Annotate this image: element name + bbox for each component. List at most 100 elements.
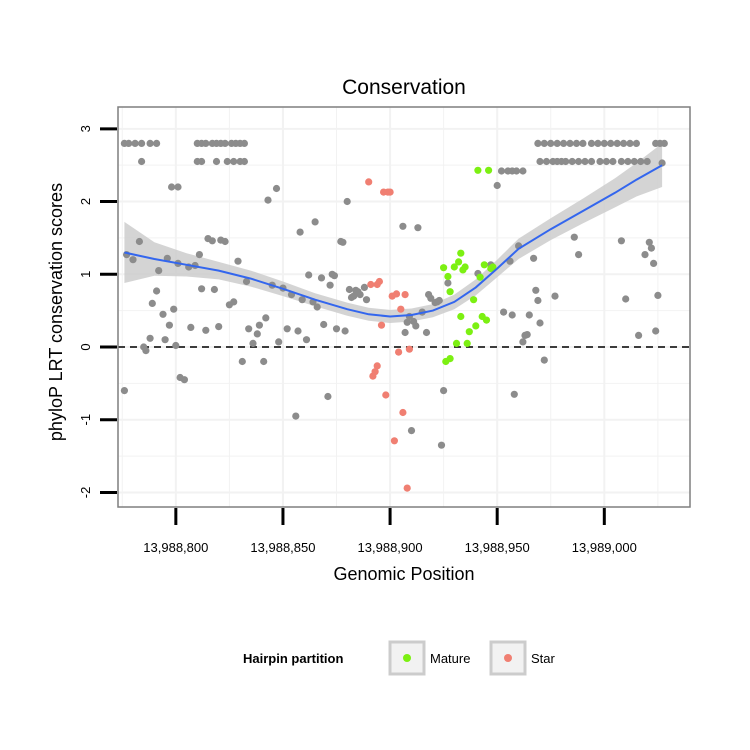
mature-point <box>444 272 452 281</box>
conservation-point <box>534 139 542 147</box>
conservation-point <box>540 356 548 364</box>
conservation-point <box>422 328 431 337</box>
conservation-point <box>587 157 596 166</box>
conservation-point <box>575 157 583 166</box>
star-point <box>365 178 373 186</box>
conservation-point <box>260 357 268 366</box>
conservation-point <box>650 259 658 267</box>
conservation-point <box>647 244 656 252</box>
conservation-point <box>296 228 304 236</box>
star-point <box>367 280 375 289</box>
conservation-point <box>437 441 446 449</box>
conservation-point <box>198 285 206 293</box>
conservation-point <box>579 139 587 147</box>
conservation-point <box>202 326 210 334</box>
conservation-point <box>600 139 608 147</box>
conservation-point <box>607 139 615 147</box>
conservation-point <box>155 267 163 275</box>
legend-dot-star <box>504 654 512 662</box>
conservation-point <box>444 279 452 287</box>
conservation-point <box>536 319 544 327</box>
conservation-point <box>547 139 555 147</box>
conservation-point <box>652 327 660 335</box>
conservation-point <box>575 251 583 259</box>
star-point <box>399 408 407 417</box>
conservation-point <box>594 139 602 147</box>
conservation-point <box>230 157 238 166</box>
confidence-band-layer <box>124 143 663 323</box>
conservation-point <box>253 330 261 338</box>
conservation-point <box>654 291 662 299</box>
conservation-point <box>120 387 128 395</box>
conservation-point <box>262 314 270 322</box>
conservation-point <box>345 285 353 294</box>
conservation-point <box>596 157 604 166</box>
conservation-point <box>161 336 169 344</box>
mature-point <box>470 296 478 304</box>
y-tick-label: 1 <box>78 271 93 278</box>
conservation-point <box>172 341 180 350</box>
star-point <box>397 305 405 313</box>
y-tick-label: 3 <box>78 125 93 132</box>
mature-point <box>461 263 469 271</box>
y-tick-label: 2 <box>78 198 93 205</box>
conservation-point <box>138 139 146 147</box>
conservation-point <box>283 325 291 333</box>
star-point <box>373 362 381 370</box>
mature-point <box>457 249 465 257</box>
mature-point <box>480 261 488 269</box>
plot-panel-border <box>117 106 691 508</box>
conservation-point <box>435 296 443 305</box>
x-axis: 13,988,800 13,988,850 13,988,900 13,988,950… <box>143 508 637 555</box>
conservation-point <box>215 323 223 331</box>
legend: Hairpin partition Mature Star <box>243 640 556 676</box>
conservation-point <box>626 139 634 147</box>
conservation-point <box>159 310 167 318</box>
x-tick-label: 13,988,900 <box>358 540 423 555</box>
conservation-point <box>613 139 621 147</box>
mature-point <box>457 312 465 321</box>
star-point <box>395 348 403 356</box>
conservation-point <box>530 254 538 262</box>
conservation-point <box>326 281 334 289</box>
conservation-point <box>536 157 544 166</box>
conservation-point <box>401 328 409 337</box>
conservation-point <box>125 139 133 147</box>
conservation-point <box>572 139 581 147</box>
star-point <box>392 290 401 298</box>
conservation-point <box>129 256 137 264</box>
legend-title: Hairpin partition <box>243 651 343 666</box>
conservation-point <box>540 139 548 147</box>
conservation-point <box>138 157 146 166</box>
conservation-point <box>630 157 638 166</box>
conservation-point <box>341 327 349 335</box>
conservation-point <box>620 139 628 147</box>
x-tick-label: 13,988,850 <box>250 540 315 555</box>
conservation-point <box>645 238 653 246</box>
smooth-trend-line <box>124 164 663 318</box>
conservation-point <box>637 157 645 166</box>
conservation-point <box>356 291 364 299</box>
mature-point <box>476 273 484 281</box>
conservation-point <box>302 336 311 344</box>
conservation-point <box>174 183 182 191</box>
conservation-point <box>292 412 300 420</box>
conservation-point <box>362 296 371 304</box>
conservation-point <box>313 303 321 311</box>
conservation-point <box>500 308 508 316</box>
conservation-point <box>272 184 281 193</box>
conservation-point <box>146 334 154 342</box>
conservation-point <box>519 338 527 346</box>
conservation-point <box>635 331 643 339</box>
mature-point <box>489 263 497 271</box>
conservation-point <box>581 157 589 166</box>
x-tick-label: 13,988,800 <box>143 540 208 555</box>
conservation-point <box>551 292 559 300</box>
conservation-point <box>165 321 173 329</box>
conservation-point <box>343 197 351 206</box>
mature-point <box>455 258 463 266</box>
conservation-point <box>317 274 326 282</box>
conservation-point <box>245 325 253 333</box>
conservation-point <box>249 339 257 347</box>
